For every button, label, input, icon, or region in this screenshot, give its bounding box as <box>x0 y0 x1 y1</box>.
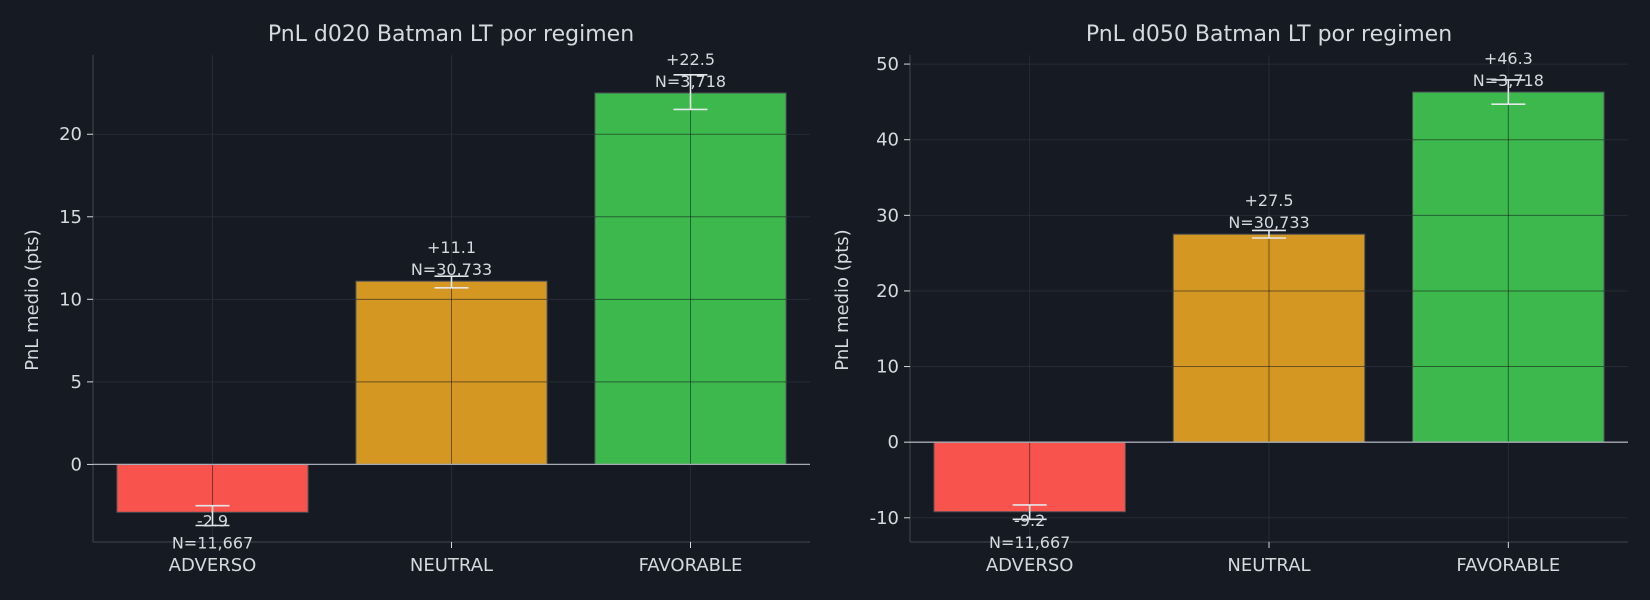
y-tick-label: 15 <box>59 207 82 228</box>
y-tick-label: 20 <box>876 281 899 302</box>
bar-count-label: N=11,667 <box>172 533 253 552</box>
y-tick-label: 50 <box>876 54 899 75</box>
y-tick-label: 0 <box>71 454 82 475</box>
bar-count-label: N=3,718 <box>655 72 726 91</box>
chart-panel-d050: PnL d050 Batman LT por regimen PnL medio… <box>832 22 1628 576</box>
error-bars <box>195 74 708 527</box>
bar-value-label: -9.2 <box>1014 511 1045 530</box>
y-ticks: -10 0 10 20 30 40 50 <box>870 54 910 529</box>
y-tick-label: 0 <box>888 432 899 453</box>
y-tick-label: 10 <box>876 357 899 378</box>
y-tick-label: 5 <box>71 372 82 393</box>
x-ticks: ADVERSO NEUTRAL FAVORABLE <box>169 542 743 576</box>
y-tick-label: 40 <box>876 130 899 151</box>
bar-count-label: N=30,733 <box>1228 213 1309 232</box>
x-tick-label: ADVERSO <box>169 555 257 576</box>
x-tick-label: NEUTRAL <box>1227 555 1310 576</box>
x-tick-label: ADVERSO <box>986 555 1074 576</box>
bars <box>933 91 1605 513</box>
bar-count-label: N=3,718 <box>1473 71 1544 90</box>
y-axis-label: PnL medio (pts) <box>832 229 853 370</box>
x-ticks: ADVERSO NEUTRAL FAVORABLE <box>986 542 1560 576</box>
bar-labels: -2.9 N=11,667 +11.1 N=30,733 +22.5 N=3,718 <box>172 50 726 552</box>
y-axis-label: PnL medio (pts) <box>22 229 43 370</box>
chart-title: PnL d050 Batman LT por regimen <box>1086 22 1452 47</box>
chart-title: PnL d020 Batman LT por regimen <box>268 22 634 47</box>
y-tick-label: 10 <box>59 289 82 310</box>
bar-value-label: +11.1 <box>427 238 476 257</box>
bar-value-label: -2.9 <box>197 511 228 530</box>
bar-value-label: +46.3 <box>1484 49 1533 68</box>
chart-panel-d020: PnL d020 Batman LT por regimen PnL medio… <box>22 22 810 576</box>
bar-labels: -9.2 N=11,667 +27.5 N=30,733 +46.3 N=3,718 <box>989 49 1544 552</box>
x-tick-label: FAVORABLE <box>1456 555 1560 576</box>
x-tick-label: FAVORABLE <box>639 555 743 576</box>
bar-count-label: N=30,733 <box>411 260 492 279</box>
y-tick-label: 30 <box>876 205 899 226</box>
x-tick-label: NEUTRAL <box>410 555 493 576</box>
bars <box>116 92 787 513</box>
bar-count-label: N=11,667 <box>989 533 1070 552</box>
y-tick-label: 20 <box>59 124 82 145</box>
y-ticks: 0 5 10 15 20 <box>59 124 93 475</box>
bar-value-label: +22.5 <box>666 50 715 69</box>
y-tick-label: -10 <box>870 508 899 529</box>
error-bars <box>1012 79 1526 521</box>
bar-value-label: +27.5 <box>1244 191 1293 210</box>
